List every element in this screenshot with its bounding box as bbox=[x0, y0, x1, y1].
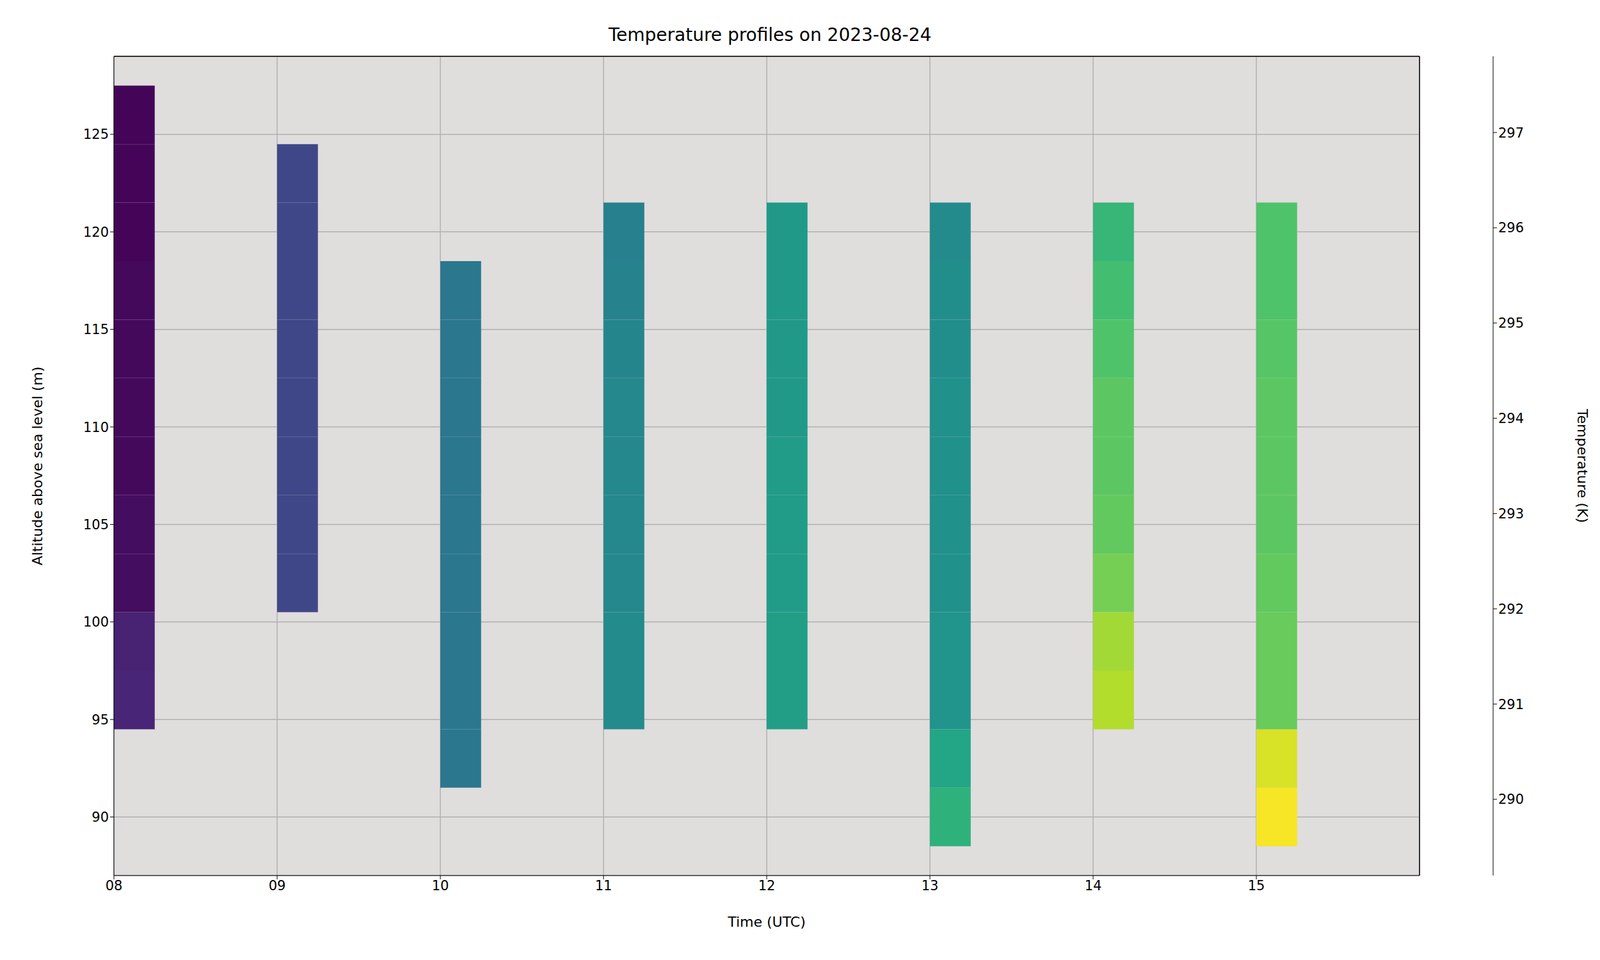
svg-text:08: 08 bbox=[105, 878, 123, 894]
svg-text:296: 296 bbox=[1498, 220, 1524, 236]
svg-text:13: 13 bbox=[921, 878, 939, 894]
svg-text:Altitude above sea level (m): Altitude above sea level (m) bbox=[29, 366, 46, 566]
svg-text:12: 12 bbox=[758, 878, 776, 894]
svg-text:105: 105 bbox=[83, 517, 109, 533]
svg-text:115: 115 bbox=[83, 321, 109, 338]
svg-text:Time (UTC): Time (UTC) bbox=[727, 913, 806, 930]
svg-text:10: 10 bbox=[432, 878, 450, 894]
svg-text:09: 09 bbox=[268, 878, 287, 894]
html-text:Temperature profiles on 2023-0: Temperature profiles on 2023-08-24 bbox=[608, 24, 932, 46]
svg-text:297: 297 bbox=[1498, 125, 1524, 141]
svg-text:293: 293 bbox=[1498, 506, 1524, 522]
svg-text:292: 292 bbox=[1498, 601, 1524, 617]
svg-text:290: 290 bbox=[1498, 791, 1524, 808]
svg-text:120: 120 bbox=[83, 224, 109, 240]
svg-text:14: 14 bbox=[1084, 878, 1103, 894]
svg-text:100: 100 bbox=[83, 614, 109, 630]
svg-text:11: 11 bbox=[595, 878, 613, 894]
svg-text:90: 90 bbox=[91, 809, 109, 825]
svg-text:294: 294 bbox=[1498, 410, 1524, 427]
svg-text:125: 125 bbox=[83, 126, 109, 143]
svg-text:Temperature (K): Temperature (K) bbox=[1574, 408, 1591, 523]
svg-text:15: 15 bbox=[1248, 878, 1266, 894]
svg-text:110: 110 bbox=[83, 419, 109, 436]
svg-text:295: 295 bbox=[1498, 315, 1524, 331]
svg-text:291: 291 bbox=[1498, 696, 1524, 713]
svg-text:95: 95 bbox=[91, 712, 109, 728]
